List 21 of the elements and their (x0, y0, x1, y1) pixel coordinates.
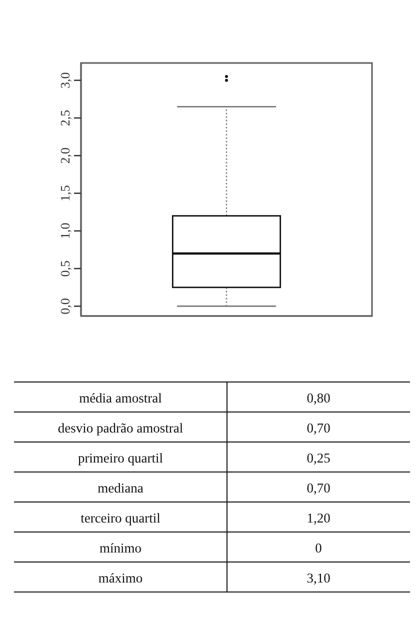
data-label: 0,70 (306, 480, 331, 496)
data-label: 3,10 (306, 570, 331, 586)
data-label: 1,20 (306, 510, 331, 526)
y-tick-label: 2,5 (58, 110, 72, 126)
data-label: 0 (315, 540, 322, 556)
category-label: terceiro quartil (80, 510, 161, 526)
y-tick-label: 3,0 (58, 72, 72, 88)
data-label: 0,25 (306, 450, 331, 466)
category-label: desvio padrão amostral (58, 420, 184, 436)
y-tick-label: 0,0 (58, 298, 72, 314)
y-tick-label: 0,5 (58, 260, 72, 277)
category-label: máximo (98, 570, 143, 586)
category-label: mediana (98, 480, 144, 496)
category-label: primeiro quartil (78, 450, 164, 466)
y-tick-label: 1,0 (58, 222, 72, 240)
data-label: 0,70 (306, 420, 331, 436)
y-tick-label: 1,5 (58, 185, 72, 202)
category-label: mínimo (99, 540, 142, 556)
data-label: 0,80 (306, 390, 331, 406)
y-tick-label: 2,0 (58, 147, 72, 164)
category-label: média amostral (79, 390, 162, 406)
